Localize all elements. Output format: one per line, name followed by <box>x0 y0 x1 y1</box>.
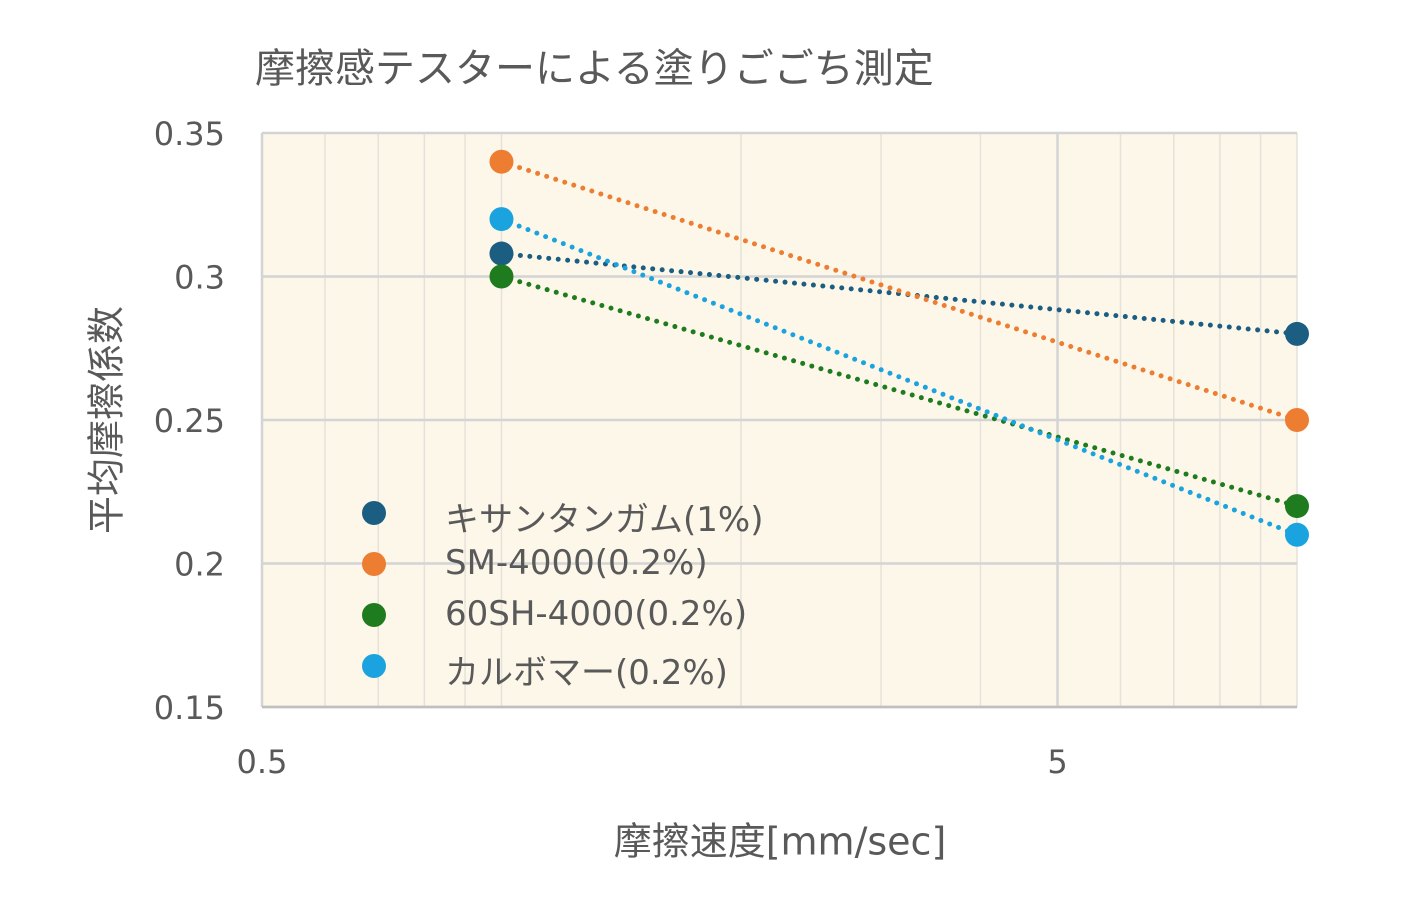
legend-label: カルボマー(0.2%) <box>445 653 728 693</box>
data-point <box>489 241 514 266</box>
data-point <box>1285 321 1309 346</box>
legend-marker <box>362 603 386 627</box>
data-point <box>489 264 514 289</box>
x-axis-title: 摩擦速度[mm/sec] <box>613 819 947 864</box>
y-tick-label: 0.2 <box>174 546 225 584</box>
x-tick-label: 5 <box>1047 743 1067 781</box>
y-tick-label: 0.25 <box>154 402 225 440</box>
data-point <box>489 149 514 174</box>
data-point <box>1285 494 1309 519</box>
legend-marker <box>362 654 386 678</box>
legend-marker <box>362 501 386 525</box>
y-tick-label: 0.3 <box>174 259 225 297</box>
chart-title: 摩擦感テスターによる塗りごごち測定 <box>255 46 934 92</box>
series-line-1 <box>498 159 1300 423</box>
legend-label: SM-4000(0.2%) <box>445 543 708 583</box>
y-tick-label: 0.15 <box>154 689 225 727</box>
data-point <box>1285 522 1309 547</box>
data-point <box>1285 408 1309 432</box>
data-point <box>489 207 514 232</box>
legend-marker <box>362 552 386 576</box>
y-axis-title: 平均摩擦係数 <box>84 305 129 535</box>
legend-label: 60SH-4000(0.2%) <box>445 594 748 634</box>
y-tick-label: 0.35 <box>154 115 225 153</box>
x-tick-label: 0.5 <box>237 743 288 781</box>
legend-label: キサンタンガム(1%) <box>445 500 764 540</box>
series-line-3 <box>498 216 1300 538</box>
series-line-0 <box>498 251 1300 337</box>
